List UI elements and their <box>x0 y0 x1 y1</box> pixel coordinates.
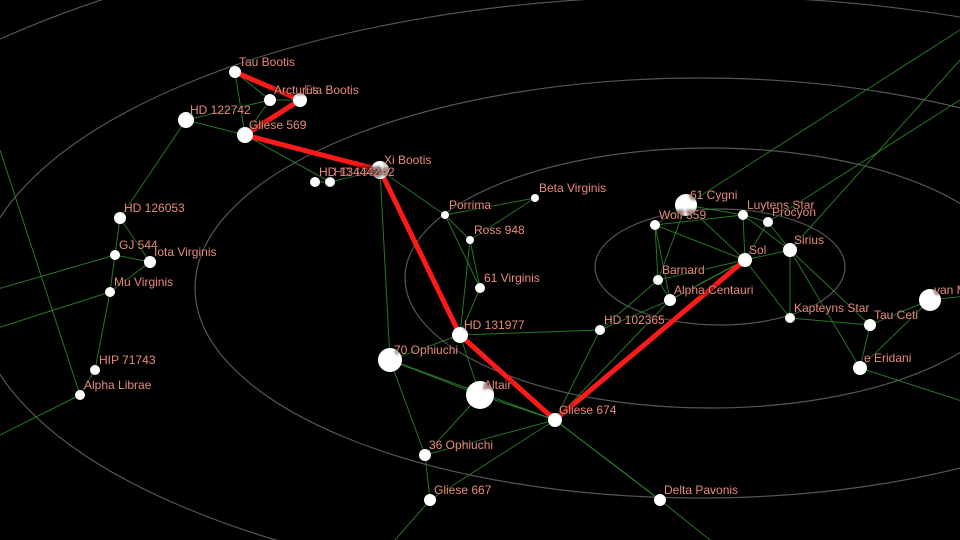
route-segment <box>555 260 745 420</box>
edge <box>445 215 480 288</box>
star-node-gliese_569[interactable] <box>237 127 253 143</box>
edge <box>120 218 150 262</box>
edge <box>745 260 790 318</box>
star-node-gliese_667[interactable] <box>424 494 436 506</box>
star-node-tau_ceti[interactable] <box>864 319 876 331</box>
star-node-kapteyns[interactable] <box>785 313 795 323</box>
star-node-porrima[interactable] <box>441 211 449 219</box>
edge-offscreen <box>768 100 960 222</box>
star-node-altair[interactable] <box>466 381 494 409</box>
star-node-ophiuchi_70[interactable] <box>378 348 402 372</box>
edge-offscreen <box>360 500 430 540</box>
edge <box>470 240 480 288</box>
star-node-mu_virginis[interactable] <box>105 287 115 297</box>
star-node-van_maanens[interactable] <box>919 289 941 311</box>
edge-offscreen <box>0 255 115 300</box>
route-segment <box>245 135 380 170</box>
edge-offscreen <box>0 292 110 340</box>
edge <box>655 225 745 260</box>
star-node-cygni_61[interactable] <box>675 194 697 216</box>
star-node-sol[interactable] <box>738 253 752 267</box>
edge <box>186 120 245 135</box>
star-node-luytens[interactable] <box>738 210 748 220</box>
distance-ring <box>0 0 960 540</box>
edge <box>686 205 745 260</box>
edge <box>430 420 555 500</box>
star-node-hd_131977[interactable] <box>452 327 468 343</box>
star-node-wolf_359[interactable] <box>650 220 660 230</box>
star-node-gliese_674[interactable] <box>548 413 562 427</box>
star-node-virginis_61[interactable] <box>475 283 485 293</box>
star-node-hd_122742[interactable] <box>178 112 194 128</box>
edge <box>790 250 870 325</box>
star-node-arcturus[interactable] <box>264 94 276 106</box>
edge <box>95 292 110 370</box>
edge <box>860 300 930 368</box>
star-node-iota_virginis[interactable] <box>144 256 156 268</box>
edge-offscreen <box>790 60 960 250</box>
star-node-hd_136442[interactable] <box>325 177 335 187</box>
star-node-hd_134442b[interactable] <box>310 177 320 187</box>
edge <box>110 262 150 292</box>
edge <box>555 420 660 500</box>
edge <box>658 205 686 280</box>
star-node-gj_544[interactable] <box>110 250 120 260</box>
star-node-sirius[interactable] <box>783 243 797 257</box>
star-node-tau_bootis[interactable] <box>229 66 241 78</box>
edge-offscreen <box>660 500 760 540</box>
star-node-procyon[interactable] <box>763 217 773 227</box>
edge <box>110 255 115 292</box>
edge <box>790 318 870 325</box>
distance-ring <box>195 78 960 498</box>
edge-offscreen <box>0 395 80 460</box>
star-node-hip_71743[interactable] <box>90 365 100 375</box>
edge <box>120 120 186 218</box>
edge <box>390 360 425 455</box>
edge <box>600 280 658 330</box>
star-node-eta_bootis[interactable] <box>293 93 307 107</box>
star-node-alpha_centauri[interactable] <box>664 294 676 306</box>
star-node-beta_virginis[interactable] <box>531 194 539 202</box>
edge <box>390 360 480 395</box>
edge <box>235 72 245 135</box>
route-segment <box>380 170 460 335</box>
edge <box>445 215 470 240</box>
star-node-delta_pavonis[interactable] <box>654 494 666 506</box>
star-node-e_eridani[interactable] <box>853 361 867 375</box>
star-node-ross_948[interactable] <box>466 236 474 244</box>
map-svg <box>0 0 960 540</box>
edge-offscreen <box>0 150 80 395</box>
star-node-alpha_librae[interactable] <box>75 390 85 400</box>
distance-ring <box>405 148 960 408</box>
edge-offscreen <box>686 30 960 205</box>
edge <box>600 300 670 330</box>
edge <box>790 250 860 368</box>
edge <box>460 330 600 335</box>
edge <box>380 170 390 360</box>
edge <box>425 455 430 500</box>
edge <box>555 330 600 420</box>
star-node-xi_bootis[interactable] <box>371 161 389 179</box>
star-node-hd_102365[interactable] <box>595 325 605 335</box>
star-node-ophiuchi_36[interactable] <box>419 449 431 461</box>
star-map: SolAlpha CentauriBarnardWolf 359Sirius61… <box>0 0 960 540</box>
star-node-hd_126053[interactable] <box>114 212 126 224</box>
edge <box>245 135 330 182</box>
distance-ring <box>0 0 960 540</box>
star-node-barnard[interactable] <box>653 275 663 285</box>
edge <box>555 300 670 420</box>
distance-ring <box>0 0 960 540</box>
edge <box>425 420 555 455</box>
edge <box>460 240 470 335</box>
